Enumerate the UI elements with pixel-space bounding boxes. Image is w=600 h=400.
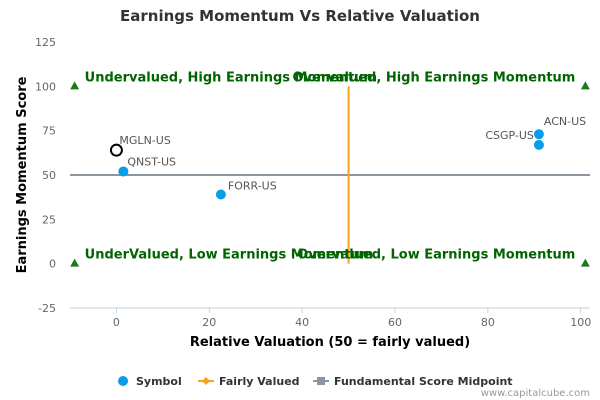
y-tick-label: 75	[42, 125, 56, 138]
data-label: CSGP-US	[485, 129, 534, 142]
quadrant-marker	[70, 258, 80, 267]
legend-label-midpoint: Fundamental Score Midpoint	[334, 375, 513, 388]
quadrant-marker	[70, 81, 80, 90]
x-tick-label: 60	[388, 316, 402, 329]
quadrant-marker	[580, 258, 590, 267]
scatter-point	[215, 189, 226, 200]
chart-title: Earnings Momentum Vs Relative Valuation	[120, 7, 480, 25]
y-tick-label: 25	[42, 213, 56, 226]
x-tick-label: 100	[570, 316, 591, 329]
credit-text: www.capitalcube.com	[481, 388, 590, 399]
y-tick-label: -25	[38, 302, 56, 315]
quadrant-label-bottom-right: Overvalued, Low Earnings Momentum	[297, 248, 575, 263]
y-tick-label: 50	[42, 169, 56, 182]
quadrant-label-bottom-left: UnderValued, Low Earnings Momentum	[85, 248, 374, 263]
legend-midpoint-marker	[317, 377, 325, 385]
x-tick-label: 80	[481, 316, 495, 329]
scatter-point	[533, 129, 544, 140]
quadrant-marker	[580, 81, 590, 90]
y-tick-label: 125	[35, 36, 56, 49]
quadrant-label-top-left: Undervalued, High Earnings Momentum	[85, 70, 377, 85]
legend: Symbol Fairly Valued Fundamental Score M…	[118, 375, 513, 388]
legend-label-fairly-valued: Fairly Valued	[219, 375, 300, 388]
scatter-point	[533, 139, 544, 150]
legend-symbol-marker	[118, 376, 128, 386]
data-label: QNST-US	[127, 155, 176, 168]
y-tick-label: 0	[49, 258, 56, 271]
data-label: ACN-US	[544, 115, 586, 128]
plot-area: 0 20 40 60 80 100 -25 0 25 50 75 100 125 Undervalued,…	[35, 36, 591, 329]
y-tick-label: 100	[35, 80, 56, 93]
y-axis-title: Earnings Momentum Score	[15, 76, 30, 273]
x-tick-label: 20	[202, 316, 216, 329]
scatter-point	[109, 143, 123, 157]
legend-fairly-valued-marker	[202, 377, 210, 385]
legend-label-symbol: Symbol	[136, 375, 182, 388]
data-label: FORR-US	[228, 180, 277, 193]
data-label: MGLN-US	[119, 134, 170, 147]
x-tick-label: 0	[113, 316, 120, 329]
x-axis-title: Relative Valuation (50 = fairly valued)	[190, 335, 470, 350]
quadrant-label-top-right: Overvalued, High Earnings Momentum	[293, 70, 576, 85]
scatter-point	[118, 166, 129, 177]
x-tick-label: 40	[295, 316, 309, 329]
